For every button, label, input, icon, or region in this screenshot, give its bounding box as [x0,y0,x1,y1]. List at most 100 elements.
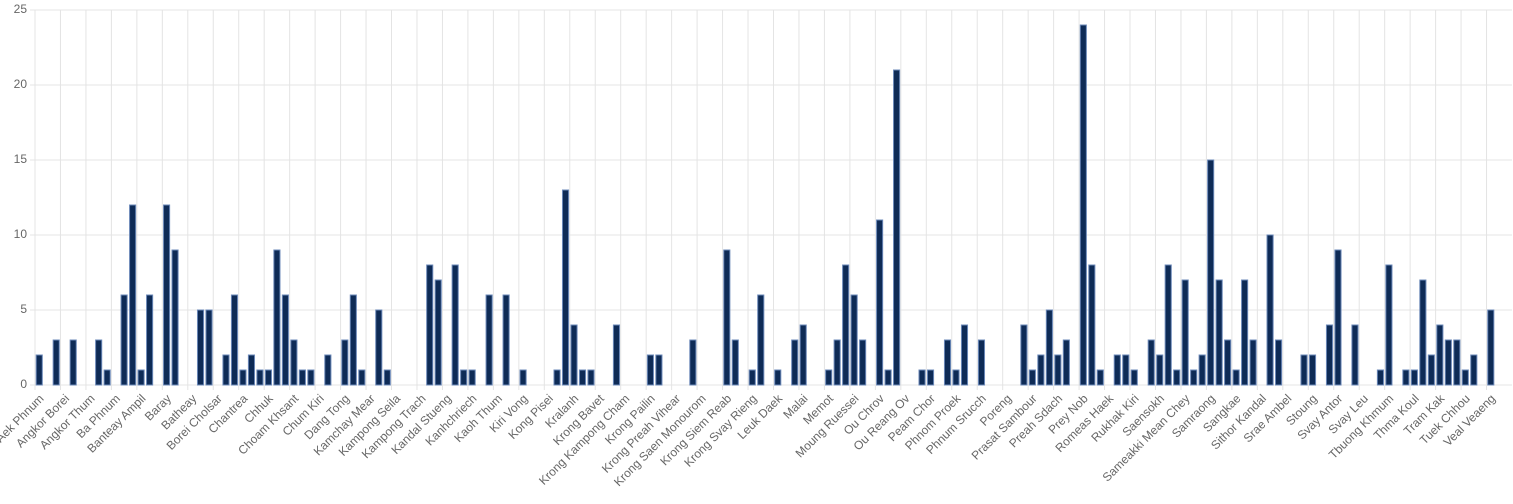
bar [1156,354,1164,386]
bar [1215,279,1223,386]
bar [1427,354,1435,386]
bar [307,369,315,386]
bar [1224,339,1232,386]
bar [298,369,306,386]
bar [281,294,289,386]
bar [1385,264,1393,386]
bar [434,279,442,386]
y-tick-label: 5 [20,302,27,316]
bar [171,249,179,386]
bar [1241,279,1249,386]
bar [196,309,205,386]
bar [1198,354,1206,386]
bar [146,294,154,386]
bar [247,354,256,386]
bar [1308,354,1317,386]
bar [748,369,756,386]
y-tick-label: 15 [14,152,28,166]
bar [1096,369,1104,386]
y-tick-label: 10 [14,227,28,241]
bar [876,219,884,386]
bar [1487,309,1495,386]
bar [383,369,391,386]
bar [69,339,77,386]
bar [1266,234,1274,386]
bar [137,369,145,386]
bar [1037,354,1045,386]
bar [825,369,833,386]
bar [1020,324,1028,386]
bar [1410,369,1418,386]
bar [1028,369,1036,386]
bar [1461,369,1469,386]
bar [426,264,434,386]
bar [612,324,621,386]
bar [1062,339,1070,386]
bar [129,204,137,386]
y-tick-label: 0 [20,377,27,391]
bar [1181,279,1189,386]
bar [774,369,782,386]
bar [502,294,510,386]
bar [485,294,493,386]
bar [1453,339,1461,386]
bar [1351,324,1359,386]
bar [222,354,230,386]
bar [960,324,969,386]
bar [791,339,799,386]
bar [1470,354,1478,386]
bar [1232,369,1240,386]
bar [850,294,858,386]
bar [731,339,739,386]
bar [1402,369,1410,386]
bar [570,324,578,386]
bar [757,294,765,386]
bar [1173,369,1181,386]
bar [519,369,527,386]
bar [561,189,570,386]
bar [273,249,281,386]
bar [1164,264,1172,386]
bar [842,264,850,386]
bar [1190,369,1198,386]
bar [1122,354,1130,386]
bar [952,369,960,386]
bar [799,324,807,386]
bar [95,339,103,386]
bar [35,354,43,386]
bar [918,369,926,386]
bar [1207,159,1215,386]
bar [239,369,247,386]
bar [341,339,349,386]
y-tick-label: 25 [14,2,28,16]
bar [349,294,357,386]
bar [655,354,663,386]
bar [52,339,60,386]
bar [1300,354,1308,386]
bar [1147,339,1155,386]
bar [646,354,654,386]
bar [468,369,476,386]
bar [451,264,459,386]
bar [723,249,731,386]
bar [833,339,841,386]
bar [553,369,561,386]
bar [290,339,298,386]
bar [1088,264,1096,386]
bar [1113,354,1121,386]
bar [375,309,383,386]
bar [884,369,892,386]
bar [205,309,213,386]
bar [1045,309,1053,386]
y-tick-label: 20 [14,77,28,91]
bar [103,369,111,386]
bar [1079,24,1087,386]
bar [163,204,171,386]
bar [1436,324,1444,386]
bar [1376,369,1384,386]
bar [1444,339,1452,386]
bar [1325,324,1334,386]
bar [230,294,239,386]
